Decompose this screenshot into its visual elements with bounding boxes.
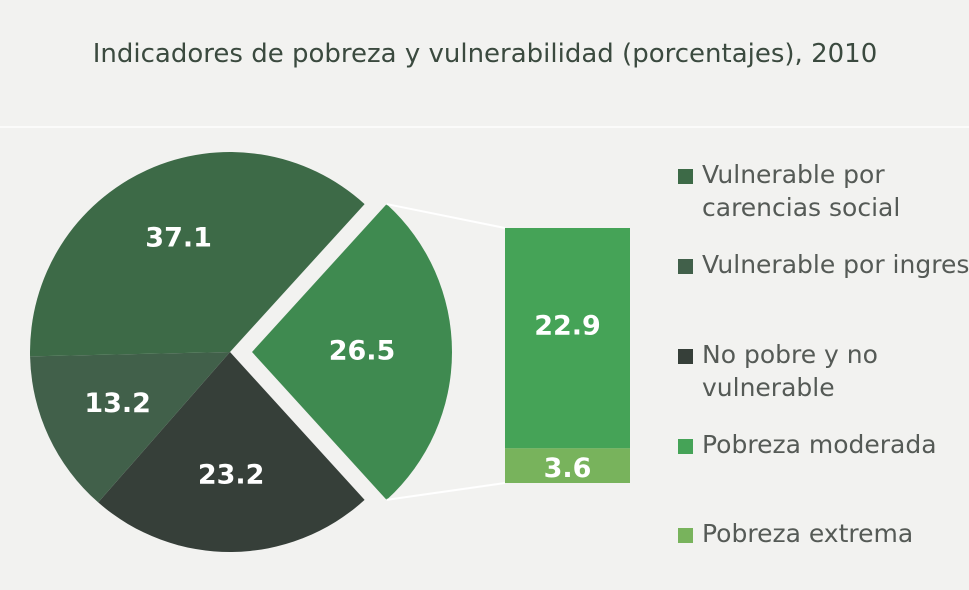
connector [386,482,506,501]
pie-slice [252,204,452,500]
data-label: 26.5 [329,336,396,367]
legend-item: Pobreza moderada [678,428,969,461]
bar-segment [505,448,630,483]
legend-label: Pobreza extrema [702,519,914,548]
pie-slice [30,352,231,503]
legend-swatch [678,259,693,274]
bar-segment [505,228,630,449]
separator [0,126,969,128]
pie-slice [98,352,365,552]
data-label: 3.6 [544,453,592,484]
pie-slice [30,151,365,357]
chart-title: Indicadores de pobreza y vulnerabilidad … [92,39,878,69]
legend-item: No pobre y no vulnerable [678,338,969,404]
data-label: 22.9 [534,311,601,342]
legend-label: Vulnerable por carencias social [702,160,901,222]
legend-swatch [678,439,693,454]
data-label: 13.2 [84,388,151,419]
legend-label: Vulnerable por ingreso [702,250,969,279]
legend-item: Vulnerable por ingreso [678,248,969,281]
legend-label: No pobre y no vulnerable [702,340,878,402]
data-label: 37.1 [145,223,212,254]
legend-item: Vulnerable por carencias social [678,158,969,224]
legend-swatch [678,169,693,184]
data-label: 23.2 [198,459,265,490]
legend-item: Pobreza extrema [678,517,969,550]
legend-swatch [678,349,693,364]
legend-swatch [678,528,693,543]
connector [386,203,506,229]
legend-label: Pobreza moderada [702,430,937,459]
